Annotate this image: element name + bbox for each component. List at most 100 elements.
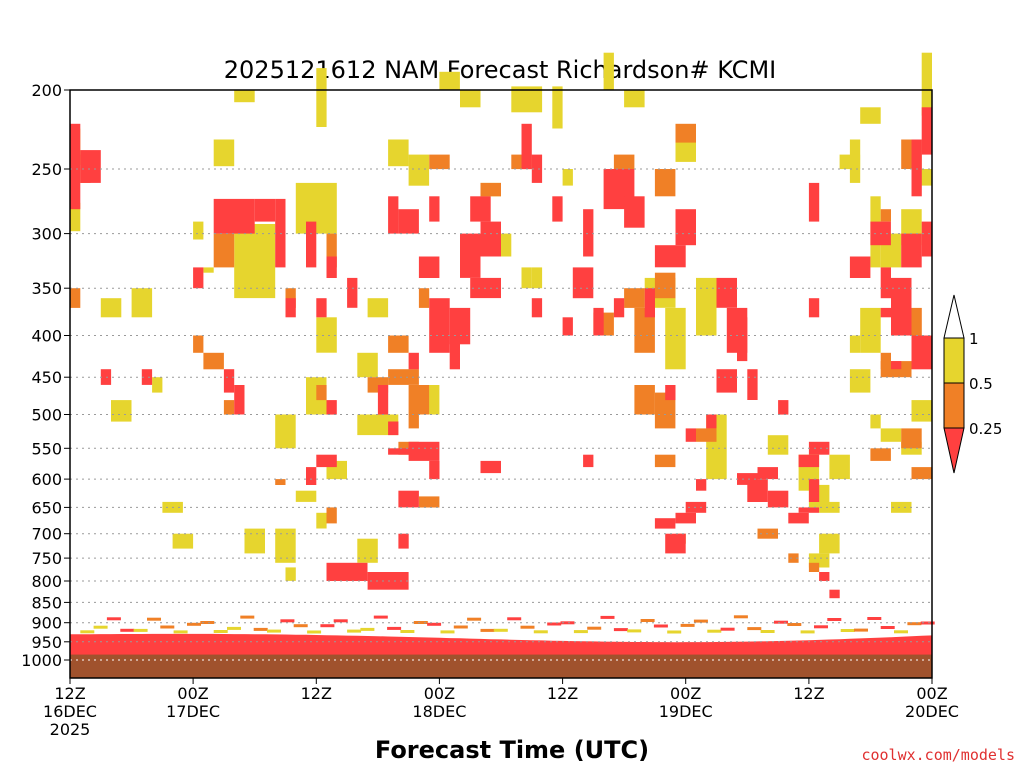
credit-text: coolwx.com/models [861, 746, 1015, 764]
ri-cell-below-quarter [788, 512, 809, 524]
ri-cell-quarter-to-half [418, 288, 430, 308]
ri-cell-half-to-one [439, 71, 460, 90]
ri-cell-quarter-to-half [624, 288, 645, 308]
ri-streak [147, 617, 161, 621]
ri-streak [333, 619, 348, 623]
ri-cell-half-to-one [111, 400, 132, 422]
ri-cell-below-quarter [829, 589, 840, 599]
ri-cell-below-quarter [408, 441, 440, 461]
y-tick-label: 700 [31, 525, 62, 544]
ri-streak [387, 626, 402, 630]
ri-cell-quarter-to-half [654, 169, 676, 197]
ri-cell-below-quarter [480, 221, 501, 257]
ri-streak [400, 630, 415, 633]
ri-cell-quarter-to-half [326, 233, 337, 268]
ri-cell-below-quarter [767, 490, 789, 508]
ri-cell-half-to-one [531, 267, 543, 289]
ri-cell-below-quarter [808, 479, 820, 502]
ri-cell-half-to-one [316, 68, 327, 127]
ri-cell-quarter-to-half [901, 428, 922, 449]
ri-cell-quarter-to-half [634, 307, 655, 353]
y-tick-label: 850 [31, 593, 62, 612]
ri-cell-below-quarter [531, 298, 543, 318]
ri-streak [560, 621, 575, 625]
ri-cell-below-quarter [388, 448, 419, 455]
ri-cell-below-quarter [398, 209, 419, 234]
ri-streak [587, 626, 602, 630]
ri-cell-half-to-one [880, 428, 902, 442]
ri-streak [907, 622, 922, 626]
y-tick-label: 350 [31, 279, 62, 298]
ri-cell-half-to-one [295, 490, 317, 502]
ri-cell-below-quarter [737, 473, 758, 485]
ri-cell-below-quarter [849, 256, 871, 278]
y-tick-label: 800 [31, 572, 62, 591]
legend-arrow-top [943, 294, 965, 339]
ri-streak [693, 619, 708, 623]
ri-cell-below-quarter [70, 123, 81, 210]
y-tick-label: 1000 [21, 651, 62, 670]
ri-streak [920, 621, 935, 625]
ri-streak [600, 615, 615, 619]
ri-cell-half-to-one [603, 52, 614, 90]
ri-streak [467, 617, 482, 621]
ri-cell-quarter-to-half [870, 448, 891, 461]
ri-cell-below-quarter [562, 317, 573, 336]
ri-cell-below-quarter [572, 267, 594, 299]
ri-cell-quarter-to-half [388, 335, 409, 353]
x-tick-label: 12Z [301, 684, 332, 703]
ri-cell-quarter-to-half [418, 496, 440, 508]
ri-streak [867, 617, 882, 620]
ri-cell-half-to-one [131, 288, 153, 318]
ri-cell-below-quarter [460, 233, 481, 278]
ri-streak [720, 627, 735, 631]
ri-streak [827, 618, 842, 621]
ri-cell-below-quarter [654, 518, 676, 529]
ri-cell-below-quarter [552, 196, 563, 222]
ri-cell-half-to-one [367, 298, 389, 318]
ri-cell-quarter-to-half [285, 288, 296, 308]
ri-cell-half-to-one [665, 307, 686, 370]
ri-streak [173, 630, 188, 634]
ri-cell-quarter-to-half [880, 352, 891, 370]
ri-cell-below-quarter [193, 267, 204, 289]
ri-cell-half-to-one [357, 352, 378, 378]
ri-cell-below-quarter [388, 196, 399, 234]
ri-cell-below-quarter [213, 198, 255, 234]
ri-cell-half-to-one [408, 154, 430, 186]
ri-cell-half-to-one [696, 277, 717, 336]
ri-cell-quarter-to-half [613, 154, 635, 170]
ri-cell-quarter-to-half [223, 400, 235, 415]
x-tick-label: 12Z [793, 684, 824, 703]
ri-cell-half-to-one [870, 414, 881, 429]
ri-cell-quarter-to-half [388, 369, 419, 385]
ri-cell-below-quarter [665, 385, 676, 401]
ri-streak [880, 626, 895, 629]
ri-cell-quarter-to-half [408, 385, 430, 415]
ri-streak [93, 625, 108, 629]
ri-streak [533, 630, 548, 634]
ri-cell-below-quarter [696, 479, 707, 491]
ri-cell-half-to-one [911, 400, 932, 422]
ri-cell-quarter-to-half [634, 385, 655, 415]
ri-streak [653, 624, 668, 628]
ri-cell-below-quarter [100, 369, 112, 385]
ri-cell-half-to-one [839, 154, 861, 170]
ri-cell-below-quarter [808, 298, 820, 318]
ri-cell-below-quarter [747, 479, 768, 502]
ri-streak [347, 629, 362, 633]
x-axis-label: Forecast Time (UTC) [375, 736, 649, 764]
ri-cell-half-to-one [562, 169, 573, 186]
ri-cell-below-quarter [429, 298, 450, 353]
ri-cell-below-quarter [429, 196, 440, 222]
ri-cell-below-quarter [388, 421, 399, 436]
x-tick-label: 00Z [916, 684, 947, 703]
ri-cell-below-quarter [141, 369, 153, 385]
x-tick-label: 18DEC [412, 702, 466, 721]
ri-streak [187, 622, 201, 626]
ri-cell-below-quarter [480, 460, 501, 474]
ri-streak [227, 626, 241, 630]
ri-cell-quarter-to-half [654, 392, 676, 429]
y-axis: 200 250 300 350 400 450 500 550 600 650 700 750 800 8… [21, 81, 70, 670]
legend-label-0.5: 0.5 [969, 375, 993, 393]
